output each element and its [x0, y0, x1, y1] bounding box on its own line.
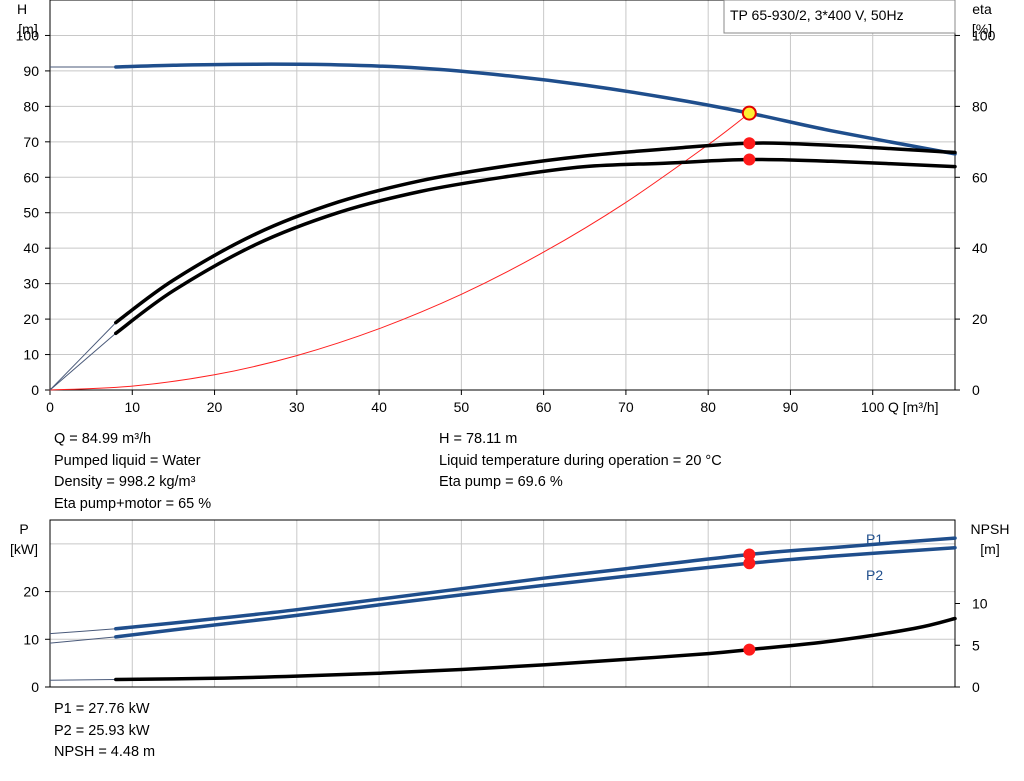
grid — [50, 520, 955, 687]
x-tick-label: 30 — [289, 399, 305, 415]
series-eta-pump-motor-lead-in — [49, 332, 117, 391]
operating-point — [743, 137, 756, 150]
title-box — [723, 0, 956, 34]
operating-point — [741, 105, 757, 121]
operating-points — [741, 105, 757, 166]
grid — [50, 0, 955, 390]
series-eta-pump-lead-in — [49, 322, 117, 391]
x-tick-label: 40 — [371, 399, 387, 415]
y-left-tick-label: 30 — [23, 276, 39, 292]
y-right-tick-label: 80 — [972, 98, 988, 114]
x-tick-label: 80 — [700, 399, 716, 415]
series-eta-pump-motor — [114, 157, 957, 336]
info-density: Density = 998.2 kg/m³ — [54, 474, 196, 490]
y-right-tick-label: 40 — [972, 240, 988, 256]
operating-point — [743, 557, 756, 570]
y-right-tick-label: 100 — [972, 27, 996, 43]
series-p1-lead-in — [49, 628, 116, 635]
series-label-p1: P1 — [866, 531, 883, 547]
info-eta-pump-motor: Eta pump+motor = 65 % — [54, 495, 212, 512]
info-npsh: NPSH = 4.48 m — [54, 744, 156, 760]
info-p1: P1 = 27.76 kW — [54, 701, 150, 717]
tick-labels: 0 10 20 0 5 10 — [23, 584, 987, 695]
y-right-label-line2: [%] — [972, 21, 992, 37]
series-p2 — [114, 545, 957, 639]
series-npsh — [114, 616, 957, 682]
info-flow: Q = 84.99 m³/h — [54, 431, 152, 447]
series-system — [49, 112, 750, 391]
info-liquid: Pumped liquid = Water — [54, 452, 201, 469]
x-tick-label: 10 — [124, 399, 140, 415]
y-left-label-line2: [kW] — [10, 541, 38, 557]
y-right-tick-label: 20 — [972, 311, 988, 327]
series-label-p2: P2 — [866, 567, 883, 583]
y-right-tick-label: 60 — [972, 169, 988, 185]
y-left-tick-label: 100 — [16, 27, 40, 43]
x-tick-label: 0 — [46, 399, 54, 415]
y-left-tick-label: 80 — [23, 98, 39, 114]
y-right-tick-label: 5 — [972, 637, 980, 653]
head-eta-chart: 0 10 20 30 40 50 60 70 80 90 100 0 10 20 30 40 50 60 70 80 9… — [16, 0, 996, 415]
power-npsh-chart: 0 10 20 0 5 10 P [kW] NPSH [m] P1 P2 — [10, 519, 1010, 695]
y-right-label-line1: NPSH — [971, 521, 1010, 537]
y-right-tick-label: 0 — [972, 679, 980, 695]
y-right-tick-label: 0 — [972, 382, 980, 398]
series-eta-pump — [114, 141, 957, 325]
y-left-tick-label: 50 — [23, 205, 39, 221]
y-left-tick-label: 0 — [31, 382, 39, 398]
y-left-tick-label: 40 — [23, 240, 39, 256]
plot-frame — [49, 519, 956, 688]
y-left-tick-label: 20 — [23, 584, 39, 600]
info-p2: P2 = 25.93 kW — [54, 722, 150, 739]
operating-point — [743, 153, 756, 166]
y-right-label-line1: eta — [972, 1, 992, 17]
y-left-tick-label: 90 — [23, 63, 39, 79]
info-eta-pump: Eta pump = 69.6 % — [439, 474, 563, 490]
series-npsh-lead-in — [49, 679, 116, 681]
x-tick-label: 50 — [454, 399, 470, 415]
info-head: H = 78.11 m — [439, 431, 518, 447]
x-axis-label: Q [m³/h] — [888, 399, 939, 415]
y-left-tick-label: 10 — [23, 347, 39, 363]
info-top-right: H = 78.11 m Liquid temperature during op… — [439, 429, 722, 494]
series — [49, 62, 957, 391]
y-left-tick-label: 10 — [23, 631, 39, 647]
series-p1 — [114, 536, 957, 631]
y-left-label-line1: H — [17, 1, 27, 17]
x-tick-label: 20 — [207, 399, 223, 415]
y-left-tick-label: 20 — [23, 311, 39, 327]
y-left-tick-label: 60 — [23, 169, 39, 185]
series-p2-lead-in — [49, 636, 116, 644]
info-temperature: Liquid temperature during operation = 20… — [439, 452, 722, 469]
y-left-label-line1: P — [19, 521, 28, 537]
x-tick-label: 60 — [536, 399, 552, 415]
y-right-label-line2: [m] — [980, 541, 999, 557]
series-head — [114, 62, 957, 156]
operating-point — [743, 643, 756, 656]
info-bottom: P1 = 27.76 kW P2 = 25.93 kW NPSH = 4.48 … — [54, 699, 155, 764]
info-top-left: Q = 84.99 m³/h Pumped liquid = Water Den… — [54, 429, 211, 515]
x-tick-label: 90 — [783, 399, 799, 415]
plot-frame — [49, 0, 956, 391]
y-right-tick-label: 10 — [972, 596, 988, 612]
y-left-tick-label: 70 — [23, 134, 39, 150]
tick-labels: 0 10 20 30 40 50 60 70 80 90 100 0 10 20 30 40 50 60 70 80 9… — [16, 27, 996, 415]
x-tick-label: 100 — [861, 399, 885, 415]
y-left-label-line2: [m] — [18, 21, 37, 37]
x-tick-label: 70 — [618, 399, 634, 415]
chart-title: TP 65-930/2, 3*400 V, 50Hz — [730, 7, 904, 23]
operating-points — [743, 548, 756, 656]
series — [49, 536, 957, 682]
y-left-tick-label: 0 — [31, 679, 39, 695]
